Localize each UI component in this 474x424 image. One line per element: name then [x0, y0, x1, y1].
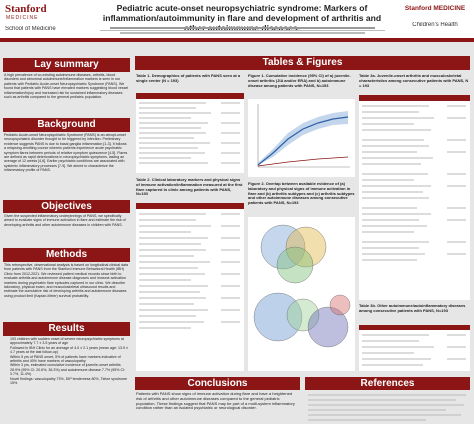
section-title: Methods	[3, 248, 130, 262]
table-placeholder	[359, 325, 470, 371]
section-body: Pediatric Acute-onset Neuropsychiatric S…	[4, 133, 128, 173]
figure-placeholder	[248, 217, 355, 371]
section-body: This retrospective, observational analys…	[4, 263, 129, 298]
result-item: 193 children with sudden onset of severe…	[10, 337, 129, 346]
caption: Table 2. Clinical laboratory markers and…	[136, 178, 243, 197]
results-list: 193 children with sudden onset of severe…	[4, 337, 129, 423]
caption: Figure 1. Cumulative incidence (95% CI) …	[248, 74, 351, 88]
conclusions-body: Patients with PANS show signs of immune …	[136, 392, 295, 411]
result-item: Novel findings: vasculopathy 73%, DIP te…	[10, 377, 129, 386]
logo-left-sub: MEDICINE	[6, 15, 39, 21]
logo-left: Stanford	[5, 3, 47, 15]
logo-right: Stanford MEDICINE	[404, 5, 466, 12]
result-item: Followed in IBH Clinic for an average of…	[10, 346, 129, 355]
authors	[100, 26, 385, 36]
school: School of Medicine	[5, 26, 56, 32]
table-placeholder	[136, 93, 244, 173]
logo-right-sub: Children's Health	[412, 22, 458, 28]
caption: Table 3a. Juvenile-onset arthritis and m…	[359, 74, 469, 88]
caption: Figure 2. Overlap between available evid…	[248, 182, 355, 206]
section-title: Lay summary	[3, 58, 130, 72]
caption: Table 1. Demographics of patients with P…	[136, 74, 241, 83]
figure-placeholder	[248, 99, 355, 177]
header: Stanford MEDICINE School of Medicine Ped…	[0, 0, 474, 38]
section-title: Objectives	[3, 200, 130, 213]
section-title: References	[305, 377, 470, 390]
result-item: Within 3 yrs, estimated cumulative incid…	[10, 363, 129, 376]
caption: Table 3b. Other autoimmune/autoinflammat…	[359, 304, 466, 313]
header-strip	[0, 38, 474, 42]
section-title: Tables & Figures	[135, 56, 470, 70]
section-body: A high prevalence of co-existing autoimm…	[4, 73, 129, 100]
section-body: Given the suspected inflammatory underpi…	[4, 214, 126, 227]
table-placeholder	[136, 203, 244, 371]
section-title: Background	[3, 118, 130, 132]
result-item: Within 5 yrs of PANS onset, 5% of patien…	[10, 355, 129, 364]
section-title: Conclusions	[135, 377, 300, 390]
references-placeholder	[308, 394, 466, 421]
table-placeholder	[359, 95, 470, 300]
section-title: Results	[3, 322, 130, 336]
